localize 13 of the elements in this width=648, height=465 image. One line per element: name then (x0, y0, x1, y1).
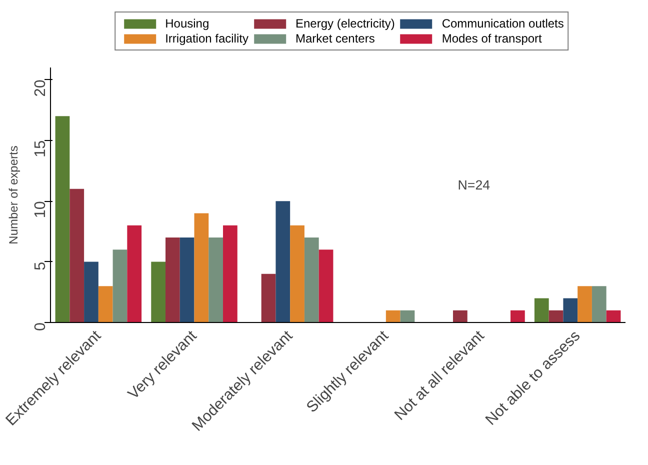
y-tick-label: 10 (32, 201, 49, 218)
y-tick-label: 5 (32, 262, 49, 270)
legend-label: Market centers (295, 32, 375, 46)
legend-label: Communication outlets (442, 16, 564, 30)
legend-label: Energy (electricity) (295, 16, 395, 30)
legend-label: Irrigation facility (165, 32, 248, 46)
y-tick-label: 0 (32, 322, 49, 332)
legend-label: Modes of transport (442, 32, 542, 46)
y-axis-title: Number of experts (6, 146, 20, 244)
y-tick-label: 20 (32, 80, 49, 97)
y-tick-label: 15 (32, 140, 49, 158)
legend-label: Housing (165, 16, 210, 30)
annotation: N=24 (458, 178, 491, 193)
